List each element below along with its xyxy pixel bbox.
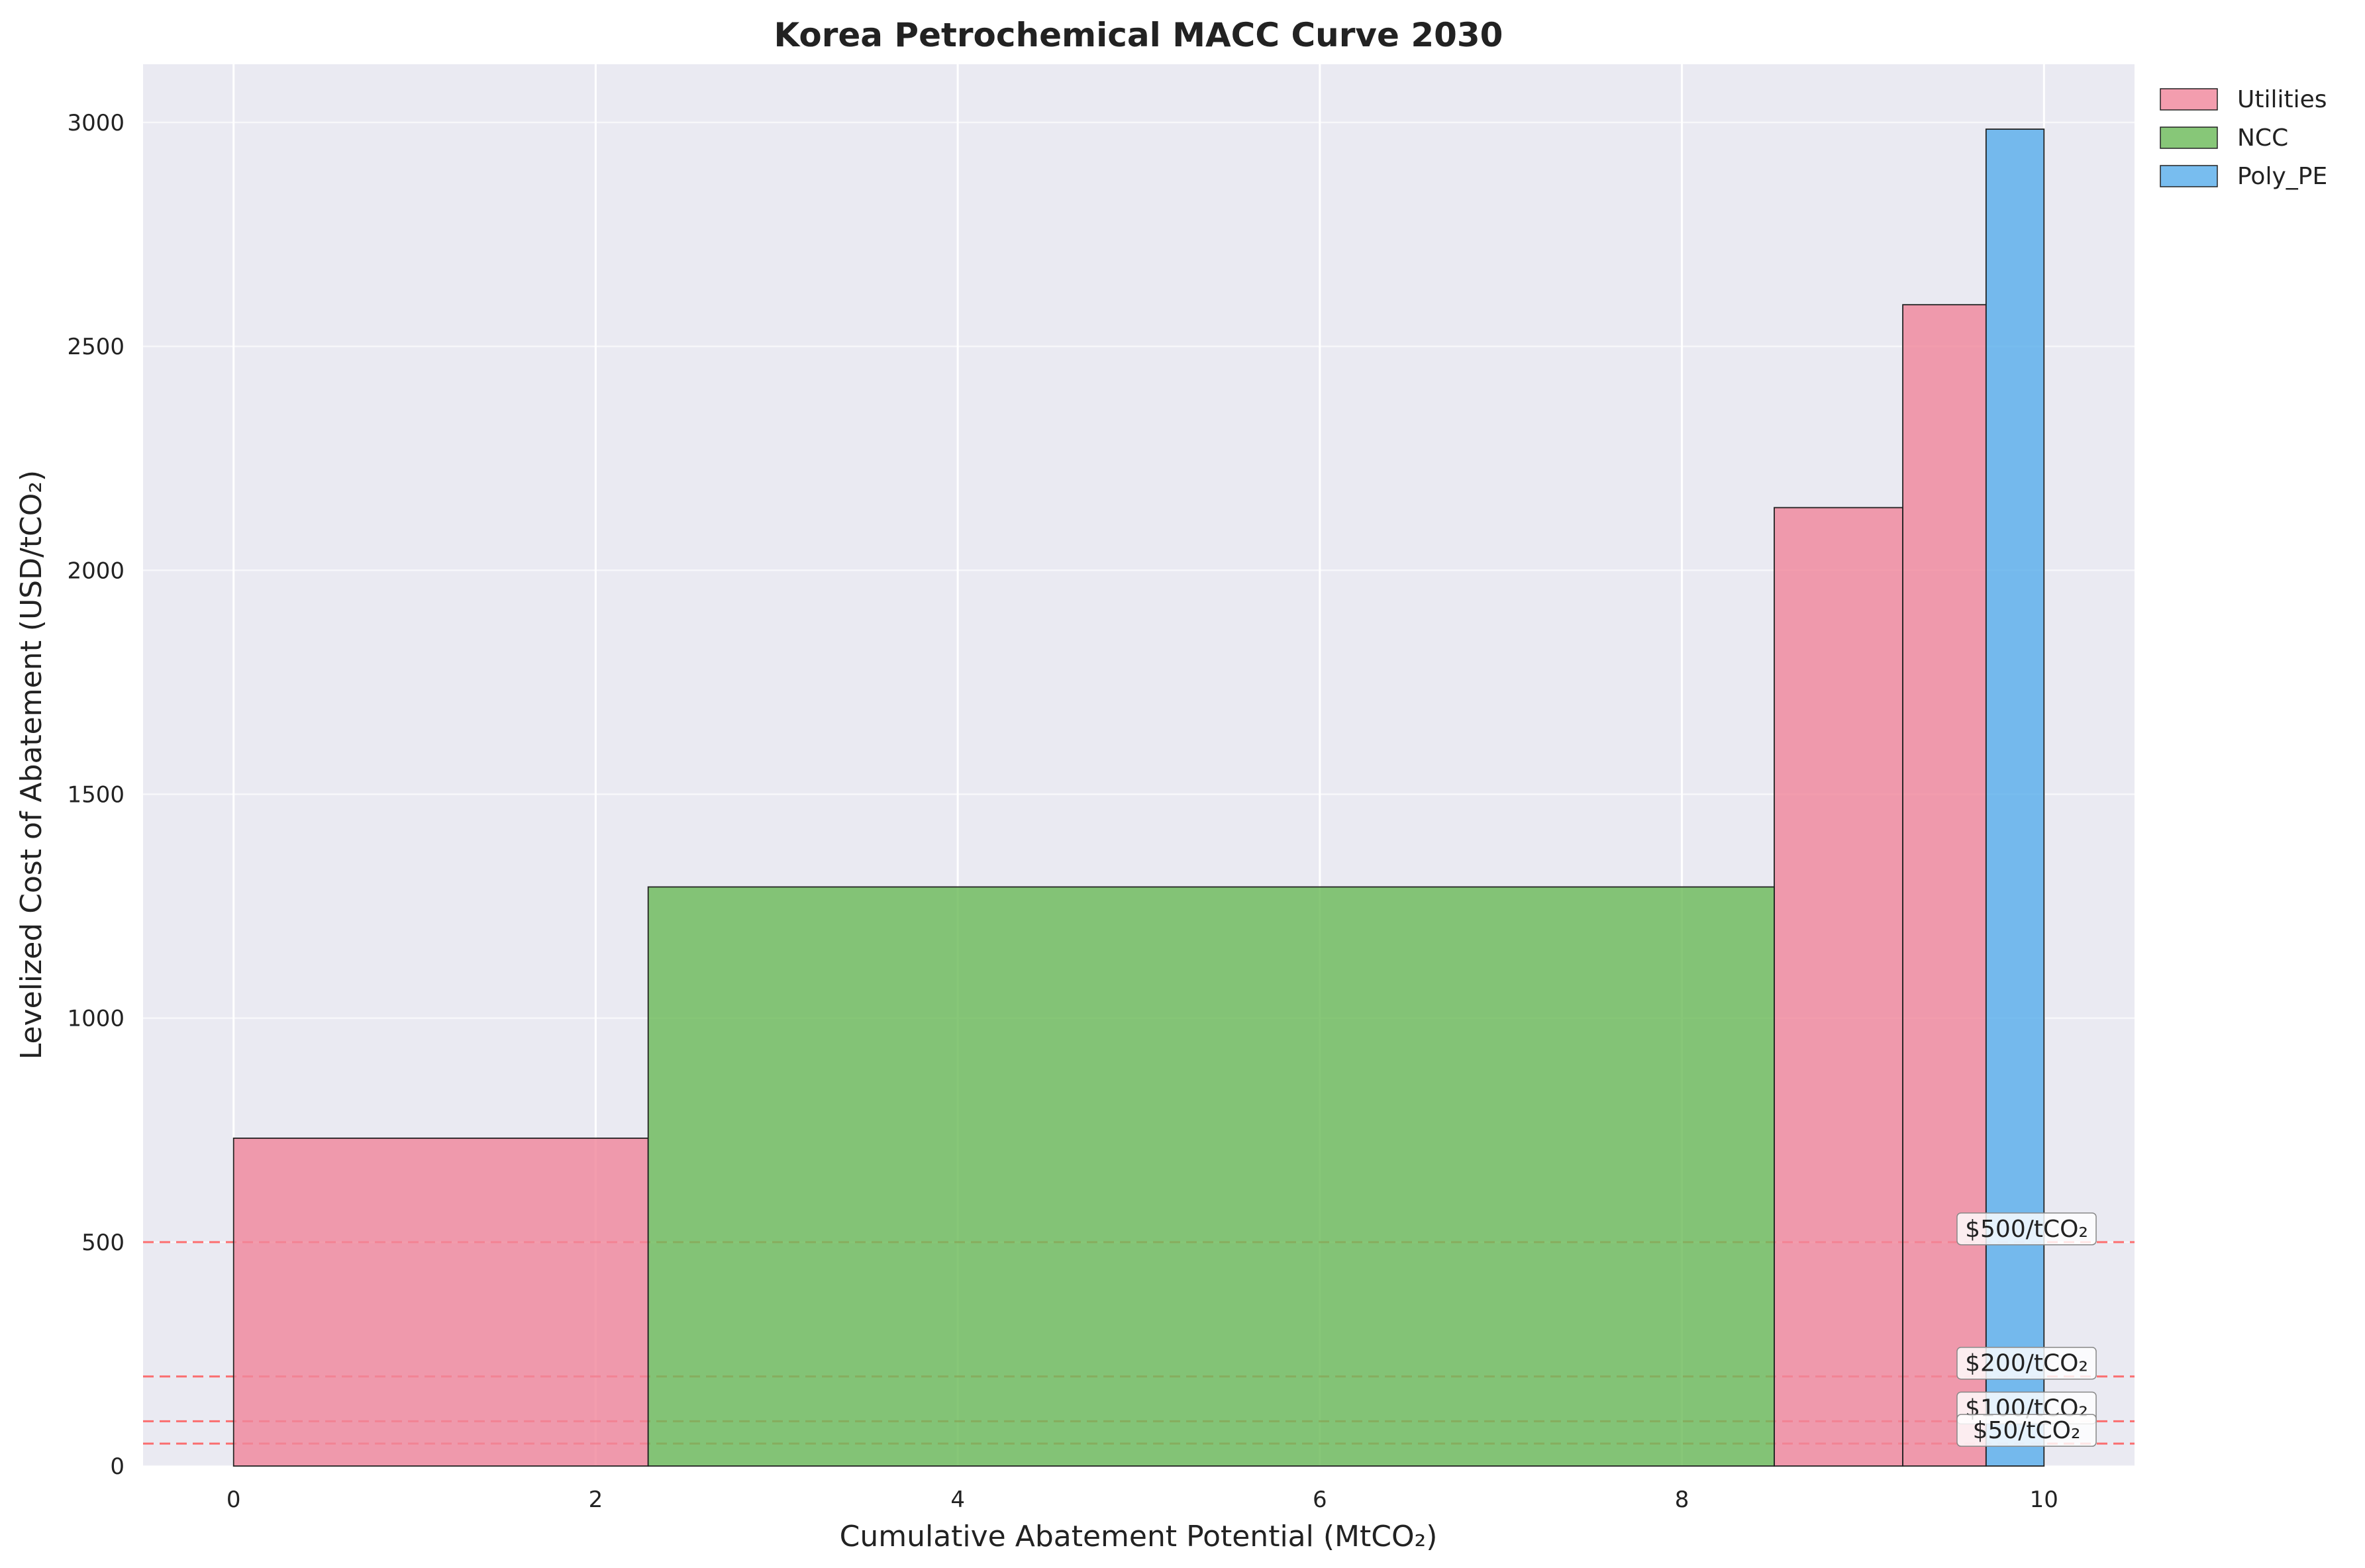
legend-entry: Utilities [2237, 86, 2327, 113]
y-tick-label: 1000 [67, 1006, 125, 1032]
reference-label-box [1956, 1212, 2097, 1246]
y-axis-label: Levelized Cost of Abatement (USD/tCO₂) [15, 470, 48, 1059]
y-tick-labels: 0 500 1000 1500 2000 2500 3000 [67, 110, 125, 1480]
legend: Utilities NCC Poly_PE [2160, 86, 2327, 190]
reference-labels: $500/tCO₂$200/tCO₂$100/tCO₂$50/tCO₂ [1956, 1212, 2097, 1447]
reference-label: $200/tCO₂ [1965, 1350, 2088, 1377]
reference-label: $500/tCO₂ [1965, 1216, 2088, 1243]
y-tick-label: 2000 [67, 558, 125, 584]
x-tick-label: 10 [2030, 1487, 2058, 1513]
legend-swatch [2160, 88, 2218, 111]
x-tick-label: 2 [589, 1487, 603, 1513]
bars [232, 128, 2045, 1467]
bar-utilities [1902, 304, 1987, 1467]
y-tick-label: 1500 [67, 781, 125, 808]
legend-swatch [2160, 165, 2218, 187]
reference-label-box [1956, 1414, 2097, 1447]
bar-utilities [1774, 507, 1903, 1467]
reference-label-box [1956, 1346, 2097, 1380]
y-tick-label: 0 [110, 1453, 125, 1480]
x-tick-label: 0 [226, 1487, 241, 1513]
x-tick-label: 6 [1313, 1487, 1327, 1513]
chart-title: Korea Petrochemical MACC Curve 2030 [774, 16, 1503, 54]
legend-entry: Poly_PE [2237, 163, 2327, 190]
bar-poly-pe [1985, 128, 2045, 1467]
y-tick-label: 500 [81, 1230, 125, 1256]
x-tick-labels: 0 2 4 6 8 10 [226, 1487, 2058, 1513]
x-tick-label: 4 [950, 1487, 965, 1513]
x-tick-label: 8 [1675, 1487, 1689, 1513]
bar-ncc [647, 886, 1775, 1467]
legend-swatch [2160, 126, 2218, 149]
y-tick-label: 3000 [67, 110, 125, 136]
y-tick-label: 2500 [67, 334, 125, 360]
x-axis-label: Cumulative Abatement Potential (MtCO₂) [840, 1520, 1438, 1553]
bar-utilities [232, 1138, 649, 1467]
legend-entry: NCC [2237, 124, 2288, 152]
reference-label: $50/tCO₂ [1973, 1417, 2081, 1444]
